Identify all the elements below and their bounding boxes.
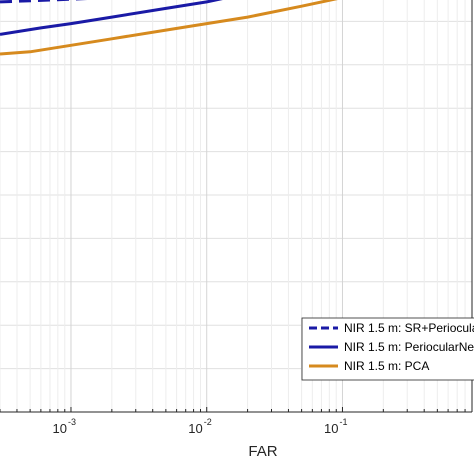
legend-box: [301, 317, 474, 381]
series-line-2: [0, 0, 338, 56]
x-ticks: 10 -3 10 -2 10 -1: [0, 407, 473, 436]
series-line-1: [0, 0, 223, 36]
x-tick-label-exponent: -2: [204, 417, 212, 427]
x-tick-label-exponent: -1: [339, 417, 347, 427]
x-axis-label: FAR: [248, 443, 277, 460]
legend: NIR 1.5 m: SR+PeriocularNet NIR 1.5 m: P…: [301, 317, 474, 381]
legend-label-pca: NIR 1.5 m: PCA: [344, 359, 429, 373]
legend-label-sr-periocularnet: NIR 1.5 m: SR+PeriocularNet: [344, 321, 474, 335]
x-tick-label: 10: [53, 421, 67, 436]
x-tick-label: 10: [188, 421, 202, 436]
series-lines: [0, 0, 338, 56]
x-tick-label-exponent: -3: [68, 417, 76, 427]
x-tick-label: 10: [324, 421, 338, 436]
legend-label-periocularnet: NIR 1.5 m: PeriocularNet: [344, 340, 474, 354]
